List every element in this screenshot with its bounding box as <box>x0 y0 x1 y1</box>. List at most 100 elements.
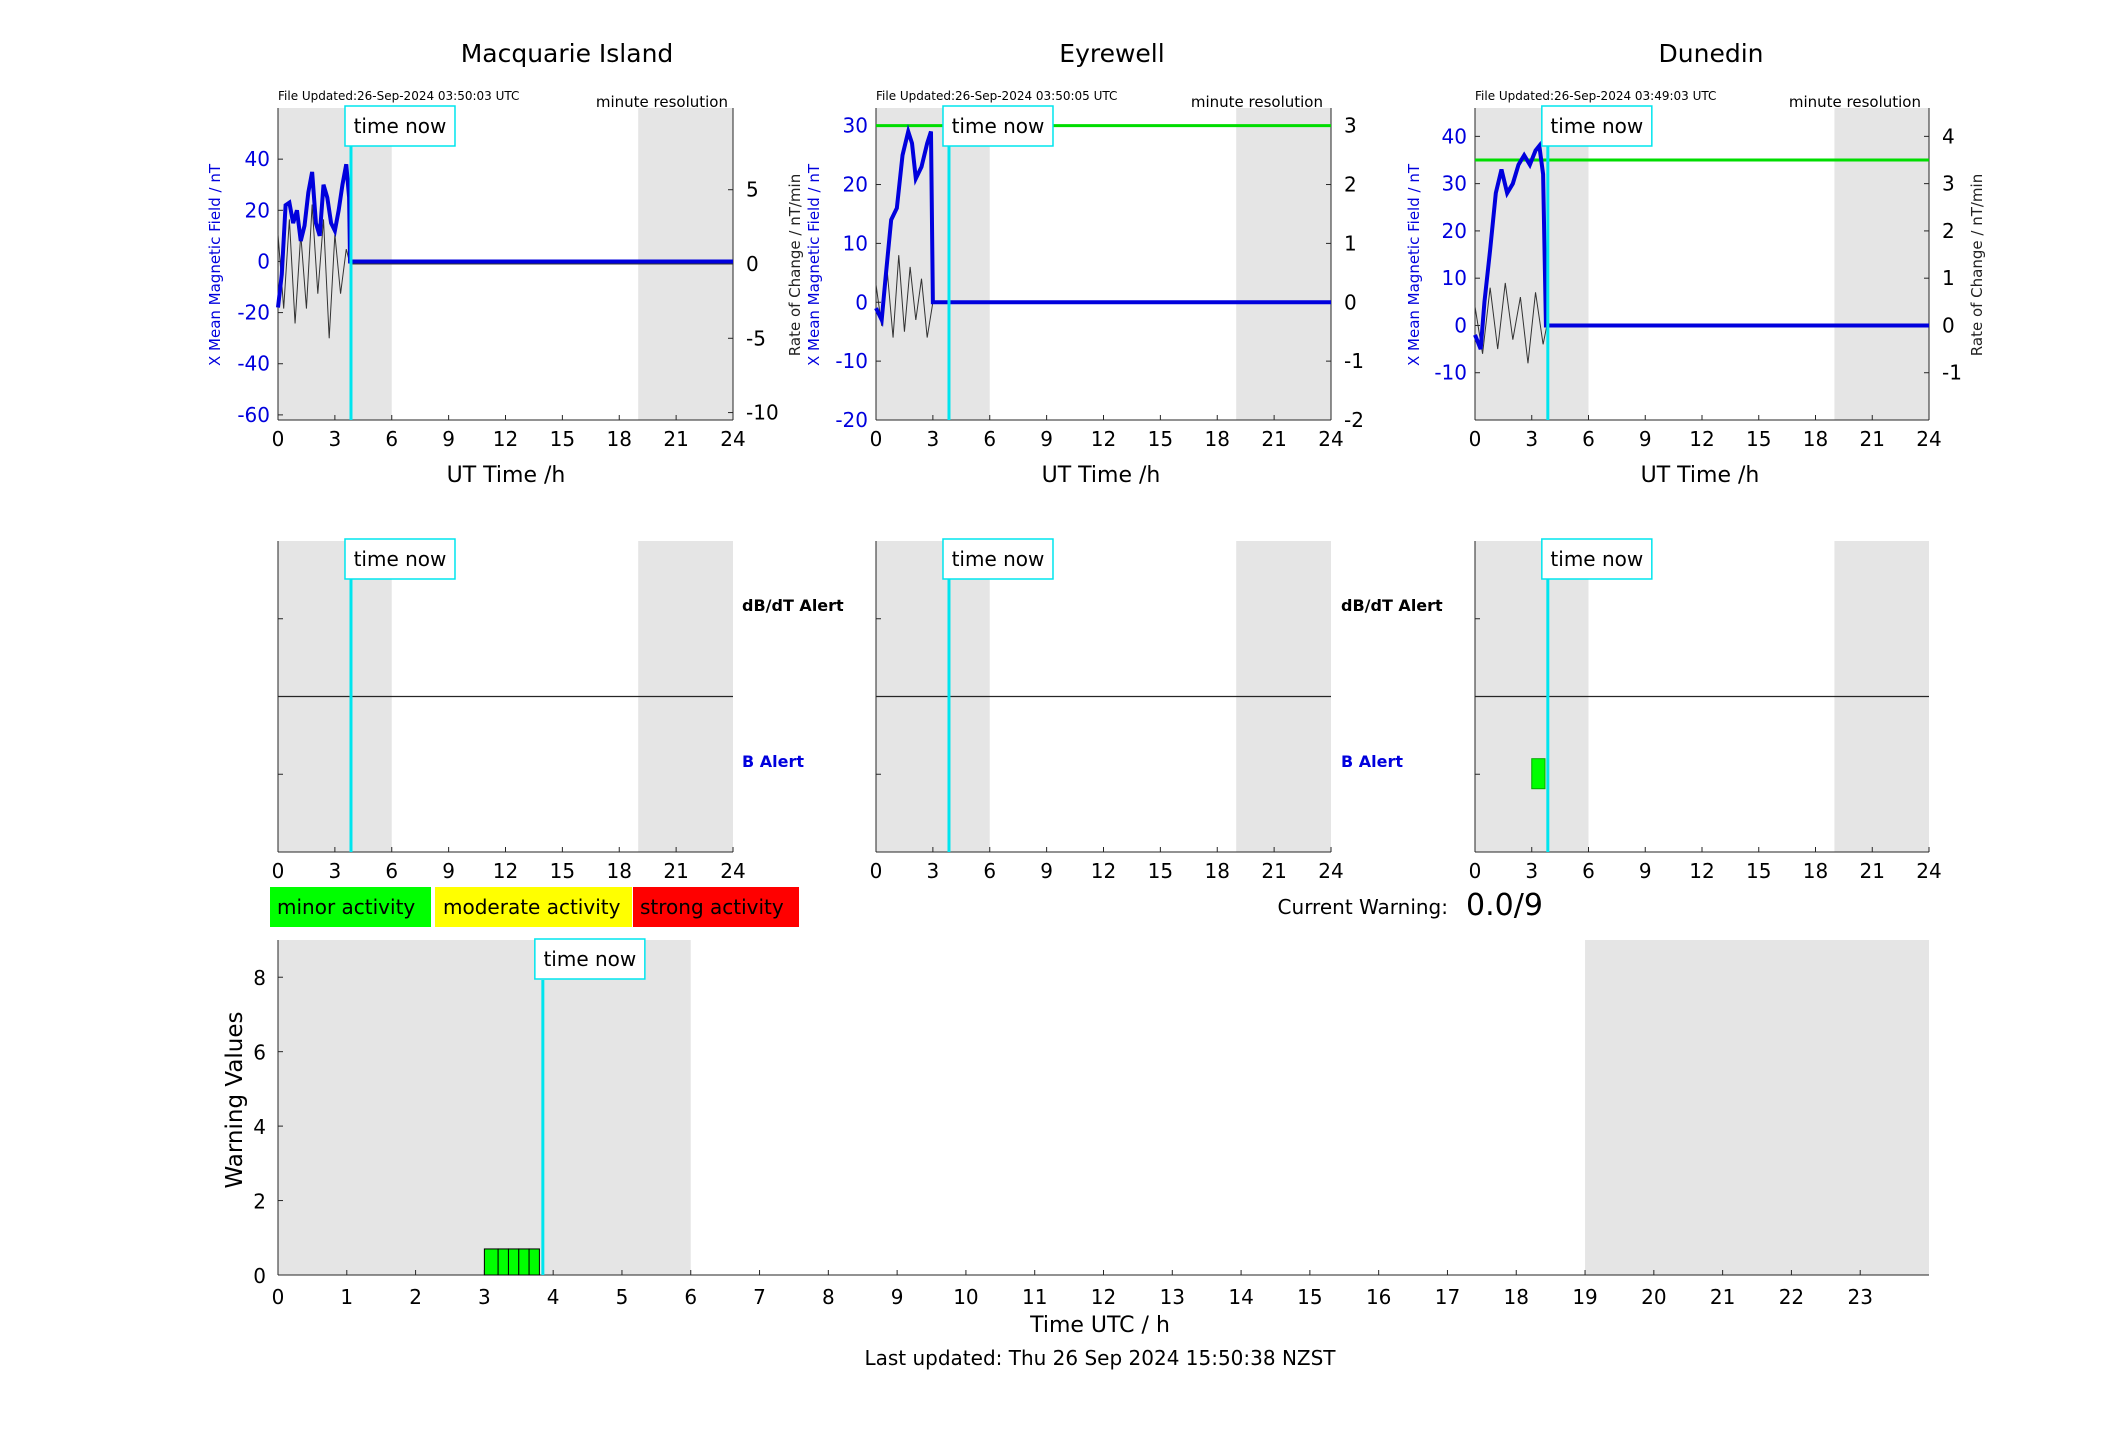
x-tick-label: 15 <box>1148 427 1173 451</box>
warning-bar <box>518 1248 530 1276</box>
x-tick-label: 12 <box>1091 1285 1116 1309</box>
x-tick-label: 0 <box>870 859 883 883</box>
field-series <box>874 124 1331 328</box>
legend-minor-label: minor activity <box>277 895 415 919</box>
y-right-tick-label: 0 <box>1344 290 1357 314</box>
x-tick-label: 24 <box>720 859 745 883</box>
x-tick-label: 0 <box>1469 427 1482 451</box>
x-tick-label: 3 <box>927 859 940 883</box>
x-tick-label: 15 <box>1297 1285 1322 1309</box>
x-tick-label: 6 <box>385 427 398 451</box>
x-tick-label: 3 <box>329 859 342 883</box>
legend-moderate-label: moderate activity <box>443 895 621 919</box>
x-tick-label: 18 <box>607 427 632 451</box>
x-tick-label: 21 <box>1860 859 1885 883</box>
x-tick-label: 6 <box>983 859 996 883</box>
x-tick-label: 15 <box>1148 859 1173 883</box>
time-now-marker-label: time now <box>1550 114 1643 138</box>
x-tick-label: 4 <box>547 1285 560 1309</box>
x-tick-label: 9 <box>891 1285 904 1309</box>
night-shading <box>1834 108 1929 420</box>
legend-strong-swatch <box>633 887 799 927</box>
y-left-tick-label: 20 <box>843 173 868 197</box>
x-tick-label: 12 <box>493 427 518 451</box>
dbdt-alert-label: dB/dT Alert <box>1341 596 1443 615</box>
activity-legend: minor activity moderate activity strong … <box>270 887 799 927</box>
x-tick-label: 18 <box>1803 859 1828 883</box>
panel-title: Dunedin <box>1659 39 1764 68</box>
legend-minor-swatch <box>270 887 431 927</box>
x-tick-label: 20 <box>1641 1285 1666 1309</box>
x-tick-label: 6 <box>983 427 996 451</box>
x-tick-label: 12 <box>1689 427 1714 451</box>
resolution-label: minute resolution <box>1789 93 1921 111</box>
warning-bar <box>528 1248 540 1276</box>
y-left-tick-label: -20 <box>835 408 868 432</box>
rate-of-change-series <box>1474 282 1929 364</box>
alert-chart-0: 0 3 6 9 12 15 18 21 24 time now <box>272 538 746 883</box>
y-left-tick-label: 0 <box>257 249 270 273</box>
y-right-tick-label: 3 <box>1344 114 1357 138</box>
x-tick-label: 14 <box>1228 1285 1253 1309</box>
x-tick-label: 7 <box>753 1285 766 1309</box>
dbdt-alert-label: dB/dT Alert <box>742 596 844 615</box>
x-tick-label: 15 <box>1746 427 1771 451</box>
x-tick-label: 6 <box>684 1285 697 1309</box>
x-tick-label: 15 <box>550 859 575 883</box>
y-right-tick-label: 0 <box>1942 313 1955 337</box>
x-tick-label: 9 <box>442 427 455 451</box>
x-tick-label: 18 <box>1205 859 1230 883</box>
footer-last-updated: Last updated: Thu 26 Sep 2024 15:50:38 N… <box>864 1346 1336 1370</box>
y-right-tick-label: 3 <box>1942 172 1955 196</box>
panel-macquarie-island: Macquarie Island File Updated:26-Sep-202… <box>206 39 844 771</box>
left-rate-label: Rate of Change / nT/min <box>786 174 804 356</box>
x-tick-label: 3 <box>478 1285 491 1309</box>
time-now-marker-label: time now <box>354 114 447 138</box>
x-tick-label: 3 <box>1525 427 1538 451</box>
y-left-tick-label: 10 <box>843 231 868 255</box>
right-yaxis-label: Rate of Change / nT/min <box>1968 174 1986 356</box>
x-tick-label: 12 <box>1689 859 1714 883</box>
warning-bar <box>483 1248 499 1276</box>
x-tick-label: 22 <box>1779 1285 1804 1309</box>
x-tick-label: 16 <box>1366 1285 1391 1309</box>
x-tick-label: 8 <box>822 1285 835 1309</box>
y-left-tick-label: 40 <box>1442 124 1467 148</box>
file-updated-label: File Updated:26-Sep-2024 03:50:03 UTC <box>278 89 519 103</box>
legend-strong-label: strong activity <box>640 895 784 919</box>
y-tick-label: 0 <box>253 1264 266 1288</box>
b-alert-label: B Alert <box>742 752 804 771</box>
left-yaxis-label: X Mean Magnetic Field / nT <box>206 163 224 366</box>
x-tick-label: 9 <box>1639 427 1652 451</box>
y-left-tick-label: 20 <box>245 198 270 222</box>
x-tick-label: 9 <box>1040 859 1053 883</box>
y-left-tick-label: -60 <box>237 403 270 427</box>
station-chart-0: 0 3 6 9 12 15 18 21 24 -60 -40 -20 0 20 40 -10 -5 0 5 time … <box>237 105 779 451</box>
file-updated-label: File Updated:26-Sep-2024 03:49:03 UTC <box>1475 89 1716 103</box>
x-tick-label: 0 <box>1469 859 1482 883</box>
x-tick-label: 18 <box>1803 427 1828 451</box>
alert-time-now-marker-label: time now <box>354 547 447 571</box>
y-right-tick-label: -1 <box>1344 349 1364 373</box>
y-right-tick-label: 4 <box>1942 124 1955 148</box>
time-now-marker-box <box>942 105 1054 147</box>
y-left-tick-label: 10 <box>1442 266 1467 290</box>
panel-dunedin: Dunedin File Updated:26-Sep-2024 03:49:0… <box>1405 39 1986 488</box>
x-tick-label: 6 <box>385 859 398 883</box>
x-tick-label: 6 <box>1582 427 1595 451</box>
field-series <box>1473 140 1929 350</box>
night-shading <box>278 940 691 1275</box>
b-alert-block <box>1531 758 1546 790</box>
resolution-label: minute resolution <box>596 93 728 111</box>
panel-title: Eyrewell <box>1059 39 1164 68</box>
resolution-label: minute resolution <box>1191 93 1323 111</box>
xaxis-label: UT Time /h <box>1641 463 1760 488</box>
y-tick-label: 2 <box>253 1190 266 1214</box>
x-tick-label: 17 <box>1435 1285 1460 1309</box>
x-tick-label: 15 <box>1746 859 1771 883</box>
x-tick-label: 21 <box>1710 1285 1735 1309</box>
x-tick-label: 24 <box>1318 859 1343 883</box>
bottom-xaxis-label: Time UTC / h <box>1029 1313 1170 1338</box>
x-tick-label: 9 <box>1639 859 1652 883</box>
